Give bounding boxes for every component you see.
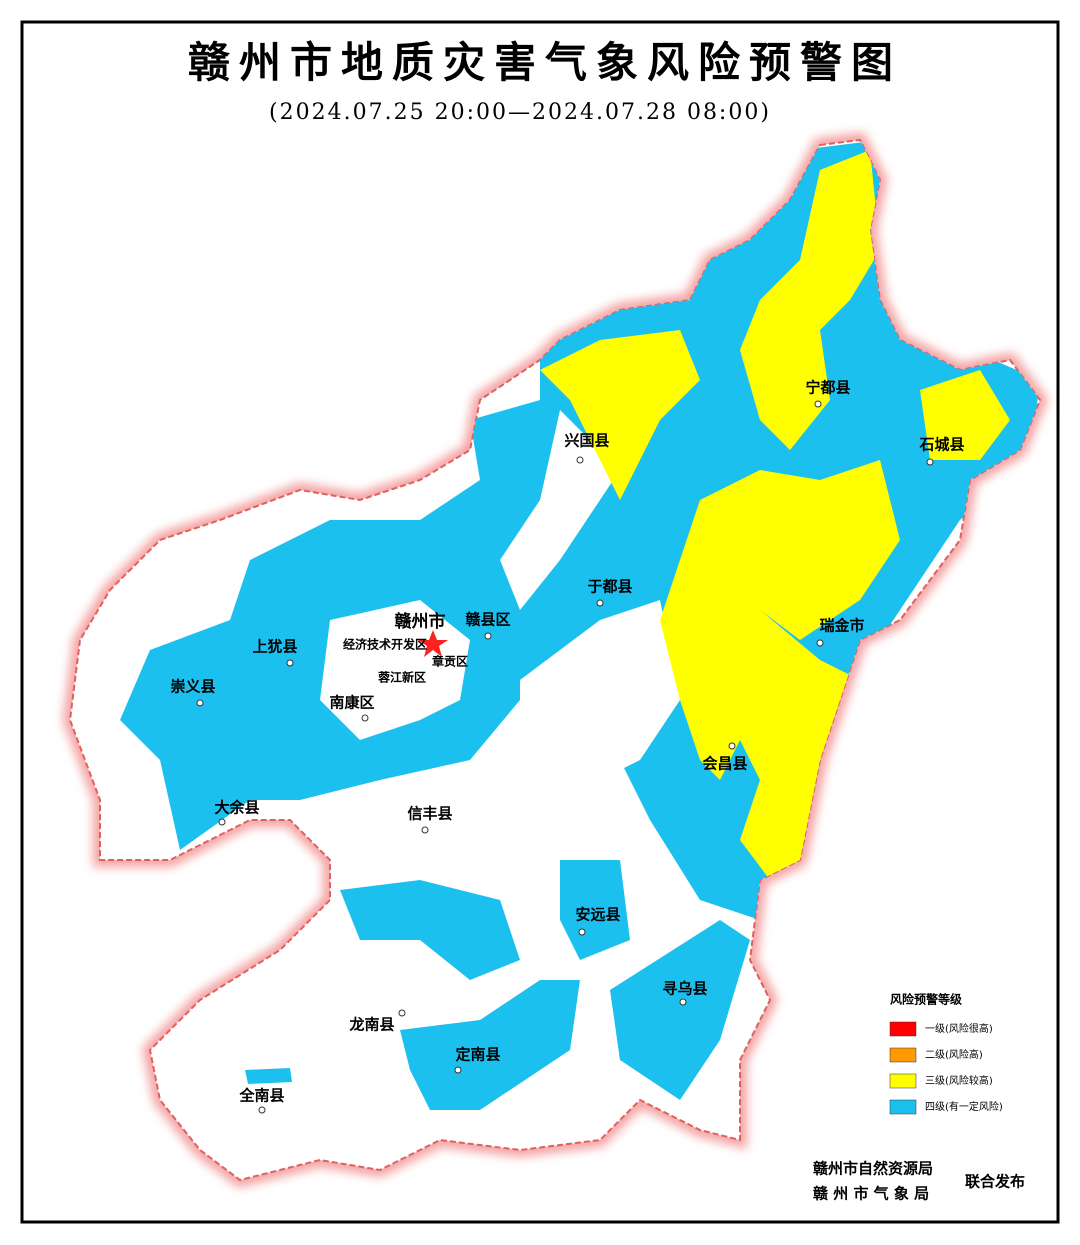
city-star bbox=[418, 630, 448, 657]
place-label: 龙南县 bbox=[348, 1016, 394, 1034]
map-title: 赣州市地质灾害气象风险预警图 bbox=[188, 38, 902, 87]
risk-zone-level-3 bbox=[540, 330, 700, 500]
legend-title: 风险预警等级 bbox=[890, 992, 962, 1007]
legend-label: 一级(风险很高) bbox=[925, 1022, 993, 1035]
place-marker bbox=[196, 699, 204, 707]
risk-zone-level-3 bbox=[920, 370, 1010, 460]
place-label: 兴国县 bbox=[564, 432, 609, 450]
joint-release: 联合发布 bbox=[965, 1173, 1025, 1191]
risk-zone-level-3 bbox=[660, 460, 900, 880]
place-marker bbox=[578, 928, 586, 936]
place-labels: 兴国县 宁都县 石城县 于都县 瑞金市 赣州市 赣县区 经济技术开发区 章贡区 … bbox=[170, 379, 964, 1105]
place-label: 安远县 bbox=[575, 906, 620, 924]
place-marker bbox=[286, 659, 294, 667]
risk-zone-level-4 bbox=[610, 920, 750, 1100]
place-label: 赣州市 bbox=[395, 611, 446, 632]
place-label: 宁都县 bbox=[805, 379, 850, 397]
place-label: 上犹县 bbox=[252, 638, 297, 656]
legend-swatch bbox=[889, 1073, 917, 1089]
publisher: 赣州市自然资源局 bbox=[813, 1160, 933, 1178]
place-label: 章贡区 bbox=[432, 654, 468, 669]
place-label: 全南县 bbox=[238, 1087, 284, 1105]
place-marker bbox=[218, 818, 226, 826]
risk-zone-level-4 bbox=[400, 980, 580, 1110]
legend-label: 二级(风险高) bbox=[925, 1048, 983, 1061]
place-label: 石城县 bbox=[918, 436, 964, 454]
place-label: 定南县 bbox=[455, 1046, 500, 1064]
place-marker bbox=[816, 639, 824, 647]
risk-zone-level-4 bbox=[560, 860, 630, 960]
publisher: 赣 州 市 气 象 局 bbox=[813, 1185, 929, 1203]
place-marker bbox=[596, 599, 604, 607]
place-marker bbox=[728, 742, 736, 750]
place-label: 会昌县 bbox=[702, 755, 747, 773]
place-marker bbox=[258, 1106, 266, 1114]
place-markers bbox=[196, 400, 934, 1114]
legend-swatch bbox=[889, 1047, 917, 1063]
place-label: 信丰县 bbox=[407, 805, 452, 823]
legend-swatch bbox=[889, 1099, 917, 1115]
legend-label: 四级(有一定风险) bbox=[925, 1100, 1003, 1113]
place-label: 于都县 bbox=[587, 578, 632, 596]
risk-zone-level-3 bbox=[740, 150, 880, 450]
place-marker bbox=[679, 998, 687, 1006]
place-marker bbox=[576, 456, 584, 464]
region bbox=[70, 140, 1040, 1180]
place-marker bbox=[398, 1009, 406, 1017]
place-label: 经济技术开发区 bbox=[343, 637, 427, 652]
legend-swatch bbox=[889, 1021, 917, 1037]
risk-zone-level-4 bbox=[340, 880, 520, 980]
legend: 风险预警等级 一级(风险很高) 二级(风险高) 三级(风险较高) 四级(有一定风险) bbox=[889, 992, 1003, 1115]
place-label: 瑞金市 bbox=[819, 617, 864, 635]
place-marker bbox=[926, 458, 934, 466]
legend-label: 三级(风险较高) bbox=[925, 1074, 993, 1087]
risk-zone-level-4 bbox=[245, 1068, 292, 1084]
place-label: 大余县 bbox=[214, 799, 259, 817]
place-marker bbox=[361, 714, 369, 722]
place-label: 蓉江新区 bbox=[378, 670, 426, 685]
place-label: 崇义县 bbox=[170, 678, 215, 696]
place-marker bbox=[421, 826, 429, 834]
safe-zone bbox=[500, 410, 620, 610]
place-marker bbox=[814, 400, 822, 408]
place-marker bbox=[454, 1066, 462, 1074]
place-label: 赣县区 bbox=[465, 611, 510, 629]
place-label: 寻乌县 bbox=[662, 980, 707, 998]
place-label: 南康区 bbox=[329, 694, 374, 712]
safe-zone bbox=[520, 600, 680, 800]
map-subtitle: (2024.07.25 20:00—2024.07.28 08:00) bbox=[269, 100, 771, 125]
place-marker bbox=[484, 632, 492, 640]
